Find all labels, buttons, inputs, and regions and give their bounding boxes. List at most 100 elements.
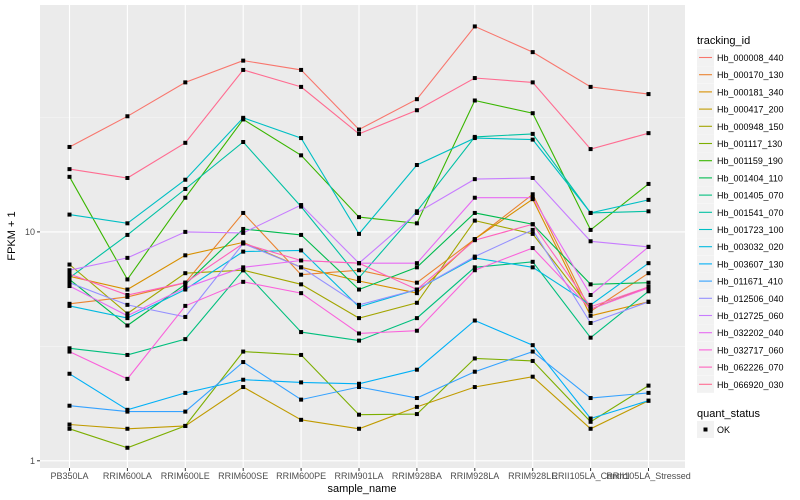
data-point — [588, 313, 593, 318]
data-point — [67, 262, 72, 267]
data-point — [588, 282, 593, 287]
legend-label: Hb_000948_150 — [717, 122, 784, 132]
legend-item: Hb_000008_440 — [697, 49, 784, 66]
data-point — [241, 249, 246, 254]
data-point — [299, 84, 304, 89]
data-point — [414, 300, 419, 305]
data-point — [646, 289, 651, 294]
data-point — [125, 376, 130, 381]
data-point — [472, 177, 477, 182]
data-point — [125, 232, 130, 237]
data-point — [125, 313, 130, 318]
data-point — [183, 337, 188, 342]
data-point — [299, 248, 304, 253]
data-point — [357, 261, 361, 266]
data-point — [125, 114, 130, 119]
data-point — [530, 192, 535, 197]
data-point — [472, 369, 477, 374]
data-point — [241, 210, 246, 215]
data-point — [588, 416, 593, 421]
data-point — [646, 92, 651, 97]
data-point — [67, 403, 72, 408]
data-point — [67, 371, 72, 376]
x-tick-label: RRIM600SE — [218, 471, 268, 481]
data-point — [67, 280, 72, 285]
data-point — [241, 385, 246, 390]
legend-label: Hb_001404_110 — [717, 173, 783, 183]
legend-item: Hb_000170_130 — [697, 66, 784, 84]
data-point — [588, 210, 593, 215]
data-point — [588, 147, 593, 152]
x-tick-label: RRIM928LA — [450, 471, 499, 481]
data-point — [530, 50, 535, 55]
data-point — [472, 268, 477, 273]
data-point — [67, 284, 72, 289]
legend-label: Hb_003032_020 — [717, 242, 784, 252]
legend-label: Hb_000170_130 — [717, 70, 784, 80]
plot-panel — [40, 5, 685, 468]
data-point — [588, 302, 593, 307]
data-point — [67, 275, 72, 280]
data-point — [646, 271, 651, 276]
data-point — [241, 241, 246, 246]
legend-label: Hb_000417_200 — [717, 105, 784, 115]
legend-label: Hb_001541_070 — [717, 208, 784, 218]
data-point — [299, 153, 304, 158]
legend-item: Hb_000181_340 — [697, 83, 784, 101]
legend-label: Hb_066920_030 — [717, 380, 784, 390]
y-axis: 1 10 — [25, 227, 40, 466]
data-point — [588, 239, 593, 244]
data-point — [530, 195, 535, 200]
data-point — [472, 98, 477, 103]
data-point — [414, 162, 419, 167]
x-axis: PB350LA RRIM600LA RRIM600LE RRIM600SE RRIM60… — [50, 468, 691, 481]
data-points — [67, 24, 651, 450]
legend-label: Hb_003607_130 — [717, 259, 784, 269]
y-axis-title: FPKM + 1 — [6, 211, 18, 260]
data-point — [299, 397, 304, 402]
data-point — [357, 304, 361, 309]
legend-item: Hb_001405_070 — [697, 186, 784, 204]
legend-label: Hb_001159_190 — [717, 156, 783, 166]
data-point — [646, 131, 651, 136]
data-point — [241, 279, 246, 284]
x-tick-label: RRIM600LA — [103, 471, 152, 481]
data-point — [472, 265, 477, 270]
data-point — [530, 175, 535, 180]
data-point — [646, 209, 651, 214]
data-point — [646, 398, 651, 403]
data-point — [299, 291, 304, 296]
data-point — [67, 212, 72, 217]
data-point — [472, 195, 477, 200]
data-point — [530, 349, 535, 354]
data-point — [414, 265, 419, 270]
data-point — [472, 136, 477, 141]
data-point — [183, 253, 188, 258]
data-point — [357, 215, 361, 220]
legend-item: Hb_001159_190 — [697, 152, 783, 170]
data-point — [67, 426, 72, 431]
data-point — [472, 210, 477, 215]
data-point — [357, 316, 361, 321]
data-point — [67, 303, 72, 308]
data-point — [241, 268, 246, 273]
data-point — [472, 238, 477, 243]
data-point — [357, 268, 361, 273]
data-point — [588, 84, 593, 89]
data-point — [530, 259, 535, 264]
data-point — [530, 80, 535, 85]
data-point — [472, 218, 477, 223]
data-point — [588, 307, 593, 312]
y-tick-label: 10 — [25, 227, 35, 237]
data-point — [357, 331, 361, 336]
data-point — [241, 349, 246, 354]
data-point — [183, 303, 188, 308]
legend-item: Hb_001117_130 — [697, 135, 782, 152]
data-point — [357, 287, 361, 292]
data-point — [646, 280, 651, 285]
x-tick-label: RRIM600LE — [161, 471, 210, 481]
data-point — [646, 261, 651, 266]
legend-item: Hb_000948_150 — [697, 117, 784, 135]
data-point — [183, 271, 188, 276]
data-point — [183, 195, 188, 200]
